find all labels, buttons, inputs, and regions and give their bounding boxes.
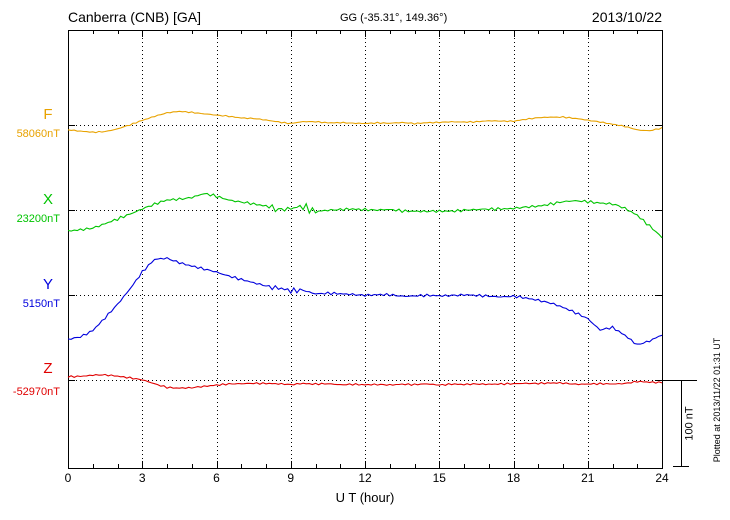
- series-label-y: Y: [42, 276, 53, 293]
- x-tick-label: 15: [432, 471, 446, 485]
- series-baseline-y: 5150nT: [22, 298, 60, 310]
- series-label-f: F: [43, 106, 53, 123]
- x-tick-label: 24: [655, 471, 669, 485]
- x-tick-label: 9: [287, 471, 295, 485]
- series-label-z: Z: [43, 360, 53, 377]
- x-tick-label: 6: [213, 471, 220, 485]
- scale-bar-label: 100 nT: [683, 406, 696, 441]
- series-baseline-z: -52970nT: [12, 386, 60, 398]
- x-tick-label: 3: [138, 471, 146, 485]
- x-tick-label: 12: [358, 471, 372, 485]
- station-title: Canberra (CNB) [GA]: [68, 9, 202, 25]
- series-baseline-f: 58060nT: [16, 128, 60, 140]
- plot-date: 2013/10/22: [591, 9, 662, 25]
- x-tick-label: 18: [506, 471, 521, 485]
- x-tick-label: 0: [64, 471, 72, 485]
- x-tick-label: 21: [581, 471, 595, 485]
- station-coords: GG (-35.31°, 149.36°): [340, 12, 448, 24]
- series-baseline-x: 23200nT: [16, 213, 60, 225]
- series-label-x: X: [42, 191, 53, 208]
- x-axis-title: U T (hour): [335, 490, 395, 505]
- plotted-at-note: Plotted at 2013/11/22 01:31 UT: [712, 337, 722, 463]
